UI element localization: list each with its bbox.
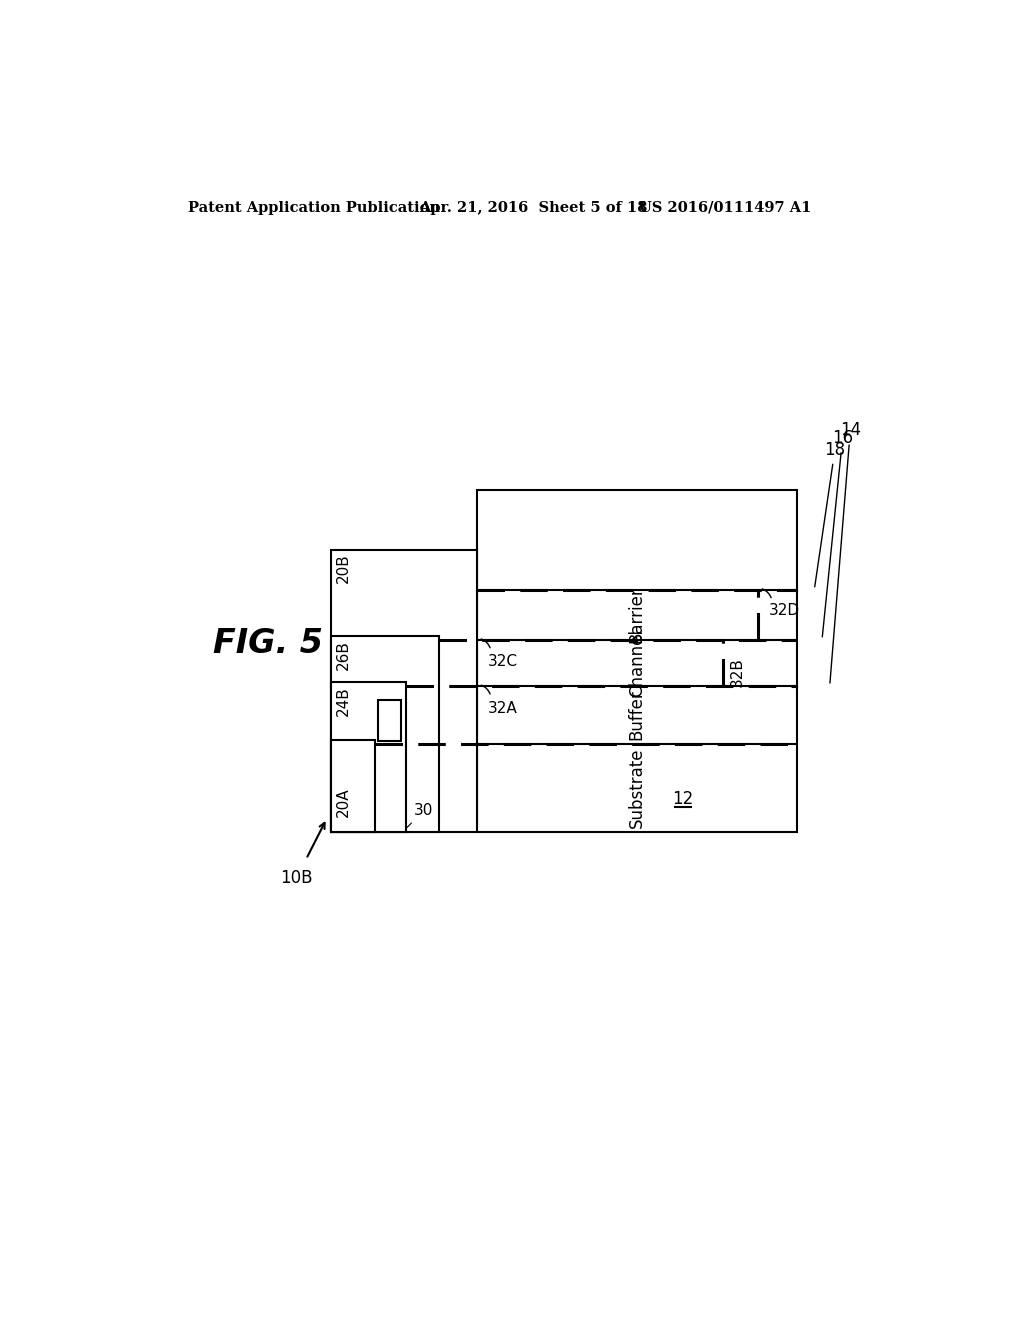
Bar	[331, 636, 438, 832]
Text: 24B: 24B	[336, 686, 351, 715]
Bar	[331, 549, 477, 832]
Text: 16: 16	[822, 429, 853, 636]
Text: 32C: 32C	[487, 653, 518, 668]
Text: 26B: 26B	[336, 640, 351, 669]
Bar	[378, 701, 400, 741]
Text: US 2016/0111497 A1: US 2016/0111497 A1	[639, 201, 811, 215]
Text: 30: 30	[406, 803, 433, 829]
Text: Barrier: Barrier	[628, 586, 646, 643]
Text: 32B: 32B	[730, 657, 744, 686]
Text: Channel: Channel	[628, 628, 646, 697]
Text: FIG. 5: FIG. 5	[213, 627, 323, 660]
Text: Buffer: Buffer	[628, 689, 646, 741]
Text: 20B: 20B	[336, 553, 351, 583]
Text: 32D: 32D	[769, 603, 800, 619]
Text: 32A: 32A	[487, 701, 517, 717]
Bar	[477, 490, 797, 832]
Text: Substrate: Substrate	[628, 747, 646, 828]
Text: 18: 18	[815, 441, 846, 587]
Bar	[331, 682, 407, 832]
Bar	[331, 739, 376, 832]
Text: 14: 14	[829, 421, 861, 682]
Text: 12: 12	[673, 791, 693, 808]
Text: Patent Application Publication: Patent Application Publication	[188, 201, 440, 215]
Text: 10B: 10B	[280, 869, 312, 887]
Text: Apr. 21, 2016  Sheet 5 of 18: Apr. 21, 2016 Sheet 5 of 18	[419, 201, 648, 215]
Text: 20A: 20A	[336, 787, 351, 817]
Text: 22: 22	[382, 711, 396, 730]
